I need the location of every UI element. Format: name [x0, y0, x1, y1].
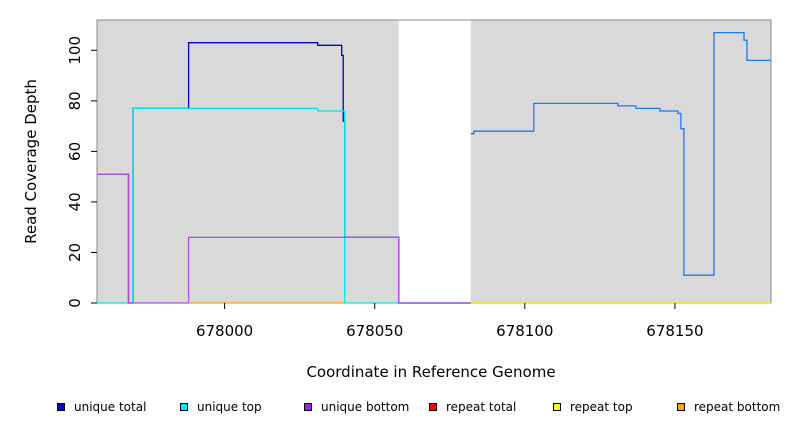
- legend: unique total unique top unique bottom re…: [0, 400, 792, 418]
- x-tick-label-678050: 678050: [346, 322, 403, 340]
- y-tick-label-100: 100: [66, 36, 84, 65]
- legend-label-repeat-top: repeat top: [570, 400, 633, 414]
- legend-item-unique-bottom: unique bottom: [304, 400, 409, 414]
- y-tick-label-60: 60: [66, 142, 84, 161]
- legend-swatch-repeat-total: [429, 403, 437, 411]
- legend-swatch-repeat-bottom: [677, 403, 685, 411]
- legend-swatch-unique-top: [180, 403, 188, 411]
- legend-swatch-repeat-top: [553, 403, 561, 411]
- y-axis-title: Read Coverage Depth: [22, 79, 40, 244]
- legend-swatch-unique-total: [57, 403, 65, 411]
- x-tick-label-678100: 678100: [496, 322, 553, 340]
- x-axis-title: Coordinate in Reference Genome: [306, 363, 555, 381]
- series-line-unique-bottom: [97, 173, 471, 304]
- series-line-unique-top: [97, 107, 471, 304]
- legend-swatch-unique-bottom: [304, 403, 312, 411]
- y-tick-label-40: 40: [66, 192, 84, 211]
- legend-item-repeat-total: repeat total: [429, 400, 516, 414]
- legend-label-unique-total: unique total: [74, 400, 147, 414]
- coverage-chart: 0 20 40 60 80 100 678000 678050 678100 678150 Coor…: [22, 19, 772, 381]
- legend-item-unique-total: unique total: [57, 400, 146, 414]
- legend-label-repeat-total: repeat total: [446, 400, 517, 414]
- x-tick-label-678000: 678000: [196, 322, 253, 340]
- x-tick-label-678150: 678150: [646, 322, 703, 340]
- y-tick-label-80: 80: [66, 91, 84, 110]
- legend-label-unique-top: unique top: [197, 400, 262, 414]
- legend-item-unique-top: unique top: [180, 400, 262, 414]
- y-tick-label-0: 0: [66, 298, 84, 308]
- unshaded-region-0: [398, 20, 471, 303]
- legend-label-repeat-bottom: repeat bottom: [694, 400, 781, 414]
- legend-item-repeat-bottom: repeat bottom: [677, 400, 780, 414]
- legend-label-unique-bottom: unique bottom: [321, 400, 410, 414]
- y-tick-label-20: 20: [66, 243, 84, 262]
- legend-item-repeat-top: repeat top: [553, 400, 633, 414]
- series-line-coverage: [470, 31, 771, 276]
